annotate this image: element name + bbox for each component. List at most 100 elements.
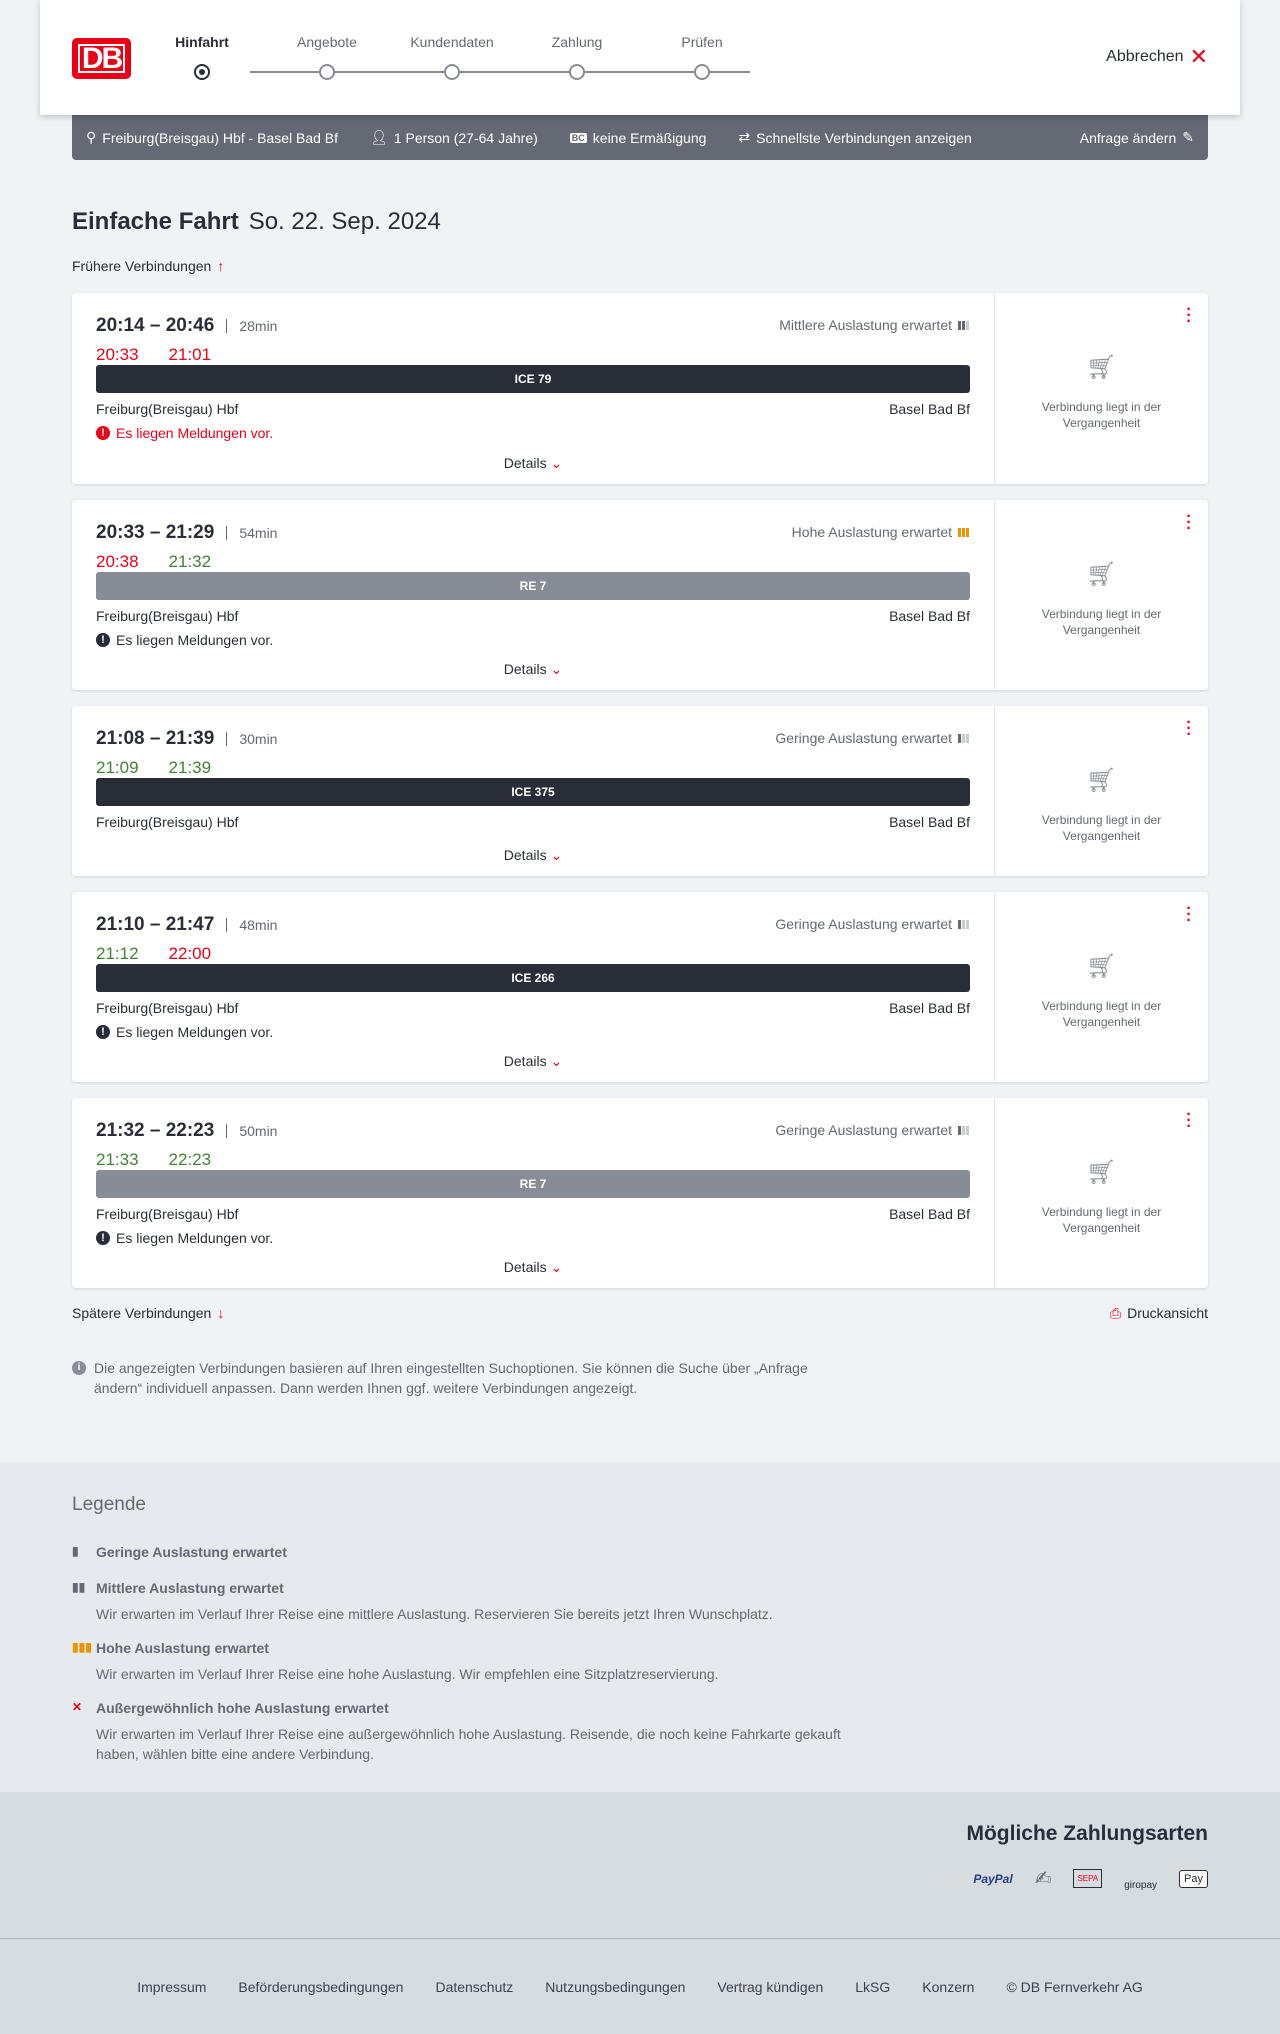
footer-link[interactable]: Beförderungsbedingungen xyxy=(238,1978,404,1995)
details-toggle[interactable]: Details ⌄ xyxy=(503,847,563,863)
payment-methods: Mögliche Zahlungsarten PayPal ✍︎ SEPA gi… xyxy=(0,1792,1280,1938)
cart-unavailable-icon: 🛒︎ xyxy=(1086,354,1117,381)
departure-station: Freiburg(Breisgau) Hbf xyxy=(96,608,239,624)
route-summary: ⚲ Freiburg(Breisgau) Hbf - Basel Bad Bf xyxy=(86,129,339,146)
arrival-station: Basel Bad Bf xyxy=(889,1000,970,1016)
later-connections-link[interactable]: Spätere Verbindungen ↓ xyxy=(72,1305,225,1321)
booking-panel: · · · 🛒︎ Verbindung liegt in der Vergangen… xyxy=(994,500,1208,690)
occupancy-info: Hohe Auslastung erwartet xyxy=(792,524,970,540)
more-options-icon[interactable]: · · · xyxy=(1186,1106,1192,1135)
location-pin-icon: ⚲ xyxy=(86,129,97,145)
search-summary-bar: ⚲ Freiburg(Breisgau) Hbf - Basel Bad Bf 👤… xyxy=(72,115,1208,160)
realtime-times: 21:09 21:39 xyxy=(96,758,212,777)
payment-title: Mögliche Zahlungsarten xyxy=(966,1822,1208,1845)
notice-message: ! Es liegen Meldungen vor. xyxy=(96,1024,273,1040)
occupancy-icon: ▮▮▮ xyxy=(72,1640,92,1654)
arrival-station: Basel Bad Bf xyxy=(889,401,970,417)
chevron-down-icon: ⌄ xyxy=(550,455,563,471)
footer-link: © DB Fernverkehr AG xyxy=(1006,1978,1143,1995)
page-title: Einfache Fahrt So. 22. Sep. 2024 xyxy=(72,208,441,235)
footer-link[interactable]: LkSG xyxy=(855,1978,891,1995)
past-connection-text: Verbindung liegt in der Vergangenheit xyxy=(1041,1205,1162,1235)
connection-card[interactable]: 21:10 – 21:47 48min 21:12 22:00 Geringe Au… xyxy=(72,892,1208,1082)
more-options-icon[interactable]: · · · xyxy=(1186,508,1192,537)
swap-icon: ⇄ xyxy=(738,129,751,145)
past-connection-text: Verbindung liegt in der Vergangenheit xyxy=(1041,607,1162,637)
person-icon: 👤︎ xyxy=(370,129,388,145)
realtime-times: 20:33 21:01 xyxy=(96,345,212,364)
details-toggle[interactable]: Details ⌄ xyxy=(503,661,563,677)
details-toggle[interactable]: Details ⌄ xyxy=(503,1053,563,1069)
step-dot-icon xyxy=(569,64,585,80)
sepa-icon: SEPA xyxy=(1073,1869,1103,1888)
db-logo[interactable]: DB xyxy=(72,38,131,79)
train-bar: ICE 266 xyxy=(96,964,970,992)
duration: 54min xyxy=(226,526,277,540)
step-dot-icon xyxy=(194,64,210,80)
booking-panel: · · · 🛒︎ Verbindung liegt in der Vergangen… xyxy=(994,892,1208,1082)
chevron-down-icon: ⌄ xyxy=(550,1259,563,1275)
more-options-icon[interactable]: · · · xyxy=(1186,900,1192,929)
step-dot-icon xyxy=(444,64,460,80)
occupancy-icon xyxy=(958,524,970,540)
bahncard-icon: BC xyxy=(569,132,587,143)
booking-panel: · · · 🛒︎ Verbindung liegt in der Vergangen… xyxy=(994,1098,1208,1288)
train-bar: ICE 375 xyxy=(96,778,970,806)
legend-section: Legende ▮ Geringe Auslastung erwartet ▮▮ Mi… xyxy=(0,1462,1280,1792)
footer-link[interactable]: Impressum xyxy=(137,1978,207,1995)
occupancy-icon xyxy=(958,916,970,932)
connection-card[interactable]: 21:32 – 22:23 50min 21:33 22:23 Geringe Au… xyxy=(72,1098,1208,1288)
notice-message: ! Es liegen Meldungen vor. xyxy=(96,1230,273,1246)
scheduled-times: 20:14 – 20:46 28min xyxy=(96,315,278,336)
arrow-up-icon: ↑ xyxy=(217,258,225,274)
chevron-down-icon: ⌄ xyxy=(550,661,563,677)
details-toggle[interactable]: Details ⌄ xyxy=(503,455,563,471)
print-view-link[interactable]: ⎙ Druckansicht xyxy=(1109,1305,1208,1321)
duration: 28min xyxy=(226,319,277,333)
giropay-icon: giropay xyxy=(1124,1880,1158,1891)
header: DB Hinfahrt Angebote Kundendaten Zahlung Prü… xyxy=(40,0,1240,115)
notice-message: ! Es liegen Meldungen vor. xyxy=(96,425,273,441)
arrival-station: Basel Bad Bf xyxy=(889,608,970,624)
connection-card[interactable]: 20:14 – 20:46 28min 20:33 21:01 Mittlere A… xyxy=(72,293,1208,484)
realtime-times: 21:12 22:00 xyxy=(96,944,212,963)
departure-station: Freiburg(Breisgau) Hbf xyxy=(96,401,239,417)
step-4: Prüfen xyxy=(681,34,723,50)
past-connection-text: Verbindung liegt in der Vergangenheit xyxy=(1041,400,1162,430)
cancel-button[interactable]: Abbrechen ✕ xyxy=(1106,44,1208,69)
past-connection-text: Verbindung liegt in der Vergangenheit xyxy=(1041,813,1162,843)
legend-item: ▮ Geringe Auslastung erwartet xyxy=(72,1544,287,1560)
alert-icon: ! xyxy=(96,633,110,647)
legend-title: Legende xyxy=(72,1494,146,1515)
cart-unavailable-icon: 🛒︎ xyxy=(1086,953,1117,980)
footer-link[interactable]: Vertrag kündigen xyxy=(717,1978,824,1995)
footer-link[interactable]: Konzern xyxy=(922,1978,975,1995)
scheduled-times: 20:33 – 21:29 54min xyxy=(96,522,278,543)
footer-link[interactable]: Datenschutz xyxy=(435,1978,514,1995)
more-options-icon[interactable]: · · · xyxy=(1186,301,1192,330)
apple-pay-icon: Pay xyxy=(1179,1869,1208,1888)
legend-item: ▮▮▮ Hohe Auslastung erwartet Wir erwarten … xyxy=(72,1640,719,1682)
legend-item: ▮▮ Mittlere Auslastung erwartet Wir erwart… xyxy=(72,1580,773,1622)
occupancy-info: Geringe Auslastung erwartet xyxy=(775,916,970,932)
occupancy-info: Geringe Auslastung erwartet xyxy=(775,1122,970,1138)
booking-panel: · · · 🛒︎ Verbindung liegt in der Vergangen… xyxy=(994,293,1208,484)
cart-unavailable-icon: 🛒︎ xyxy=(1086,767,1117,794)
edit-request-button[interactable]: Anfrage ändern ✎ xyxy=(1079,129,1194,146)
footer-link[interactable]: Nutzungsbedingungen xyxy=(545,1978,686,1995)
scheduled-times: 21:10 – 21:47 48min xyxy=(96,914,278,935)
occupancy-icon: ▮▮ xyxy=(72,1580,86,1594)
alert-icon: ! xyxy=(96,1231,110,1245)
connection-card[interactable]: 21:08 – 21:39 30min 21:09 21:39 Geringe Au… xyxy=(72,706,1208,876)
step-3: Zahlung xyxy=(551,34,603,50)
details-toggle[interactable]: Details ⌄ xyxy=(503,1259,563,1275)
earlier-connections-link[interactable]: Frühere Verbindungen ↑ xyxy=(72,258,225,274)
chevron-down-icon: ⌄ xyxy=(550,847,563,863)
train-bar: ICE 79 xyxy=(96,365,970,393)
occupancy-icon xyxy=(958,317,970,333)
fastest-connections-toggle[interactable]: ⇄ Schnellste Verbindungen anzeigen xyxy=(738,129,972,146)
alert-icon: ! xyxy=(96,1025,110,1039)
more-options-icon[interactable]: · · · xyxy=(1186,714,1192,743)
cart-unavailable-icon: 🛒︎ xyxy=(1086,1159,1117,1186)
connection-card[interactable]: 20:33 – 21:29 54min 20:38 21:32 Hohe Ausla… xyxy=(72,500,1208,690)
